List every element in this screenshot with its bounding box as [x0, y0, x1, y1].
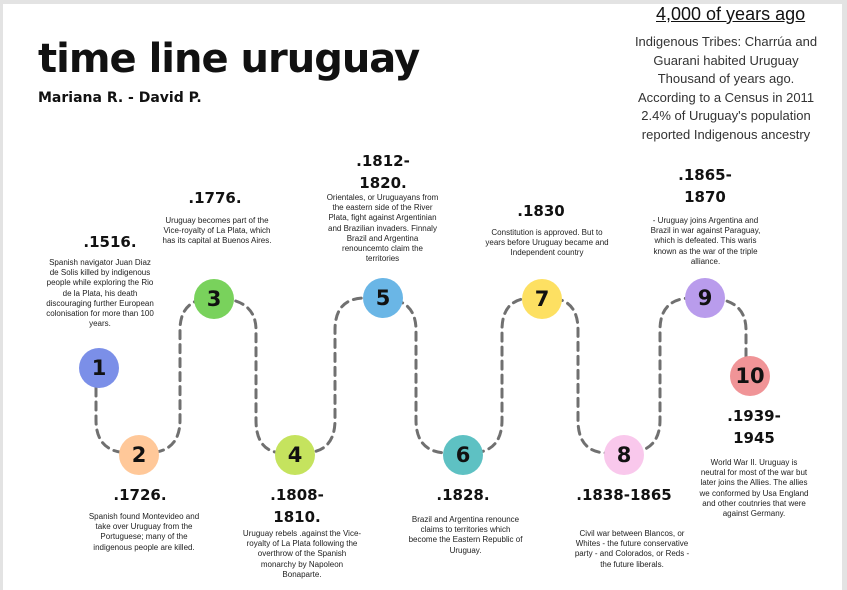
event-7-year: .1830: [517, 202, 565, 220]
event-9-year: .1865-1870: [678, 166, 732, 206]
event-6-year: .1828.: [436, 486, 490, 504]
event-8-number: 8: [604, 435, 644, 475]
event-5-description: Orientales, or Uruguayans from the easte…: [326, 193, 439, 264]
event-2-number: 2: [119, 435, 159, 475]
ancient-heading: 4,000 of years ago: [656, 4, 806, 24]
event-1-year: .1516.: [83, 233, 137, 251]
event-10-number: 10: [730, 356, 770, 396]
event-4-number: 4: [275, 435, 315, 475]
event-2-description: Spanish found Montevideo and take over U…: [88, 512, 200, 552]
page-title: time line uruguay: [38, 36, 420, 82]
event-9-description: - Uruguay joins Argentina and Brazil in …: [650, 216, 761, 266]
event-2-year: .1726.: [113, 486, 167, 504]
event-5-year: .1812-1820.: [356, 152, 410, 192]
top-border: [0, 0, 847, 4]
event-10-year: .1939-1945: [727, 407, 781, 447]
event-6-number: 6: [443, 435, 483, 475]
event-3-description: Uruguay becomes part of the Vice-royalty…: [162, 216, 272, 246]
event-9-number: 9: [685, 278, 725, 318]
event-7-description: Constitution is approved. But to years b…: [485, 228, 609, 258]
event-4-year: .1808-1810.: [270, 486, 324, 526]
event-8-description: Civil war between Blancos, or Whites - t…: [574, 529, 690, 569]
authors: Mariana R. - David P.: [38, 90, 202, 106]
event-10-description: World War II. Uruguay is neutral for mos…: [699, 458, 809, 519]
ancient-text: Indigenous Tribes: Charrúa and Guarani h…: [634, 34, 818, 142]
event-3-number: 3: [194, 279, 234, 319]
event-7-number: 7: [522, 279, 562, 319]
event-3-year: .1776.: [188, 189, 242, 207]
right-border: [842, 0, 847, 590]
event-4-description: Uruguay rebels .against the Vice-royalty…: [242, 529, 362, 579]
left-border: [0, 0, 3, 590]
event-1-description: Spanish navigator Juan Diaz de Solis kil…: [46, 258, 154, 329]
event-5-number: 5: [363, 278, 403, 318]
event-8-year: .1838-1865: [576, 486, 672, 504]
event-6-description: Brazil and Argentina renounce claims to …: [408, 515, 523, 555]
event-1-number: 1: [79, 348, 119, 388]
